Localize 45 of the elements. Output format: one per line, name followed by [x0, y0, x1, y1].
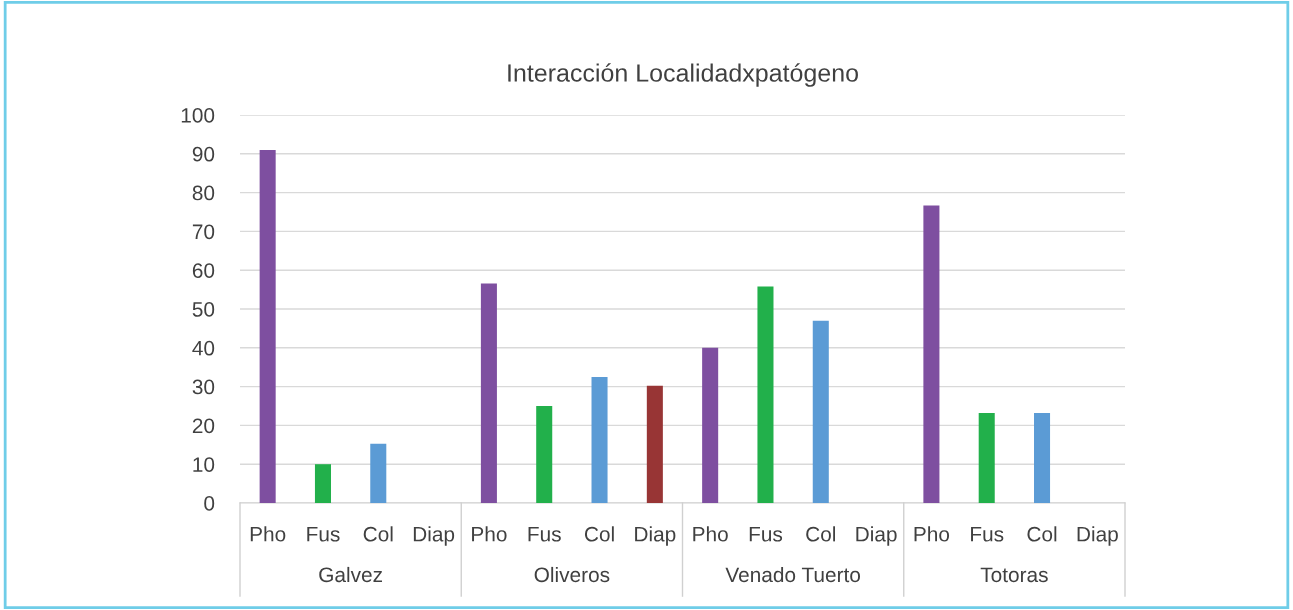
text: Diap [1077, 526, 1118, 546]
bar [480, 283, 497, 503]
series-label: Pho [693, 526, 728, 542]
bar [536, 406, 553, 503]
series-label: Fus [307, 527, 340, 542]
y-tick-label: 100 [181, 108, 215, 123]
x-tick-label: Totoras [980, 567, 1048, 583]
bar [757, 286, 774, 503]
text: Fus [528, 527, 561, 542]
text: Fus [971, 527, 1004, 542]
bar [978, 412, 995, 503]
x-tick-label: Oliveros [534, 566, 610, 583]
bar [812, 320, 829, 503]
y-tick-label: 80 [192, 185, 215, 201]
text: Col [1027, 526, 1057, 542]
bar [591, 376, 608, 503]
y-tick-label: 10 [193, 457, 215, 472]
y-tick-label: 50 [192, 302, 215, 317]
y-tick-label: 20 [192, 418, 215, 434]
x-tick-label: Galvez [319, 566, 383, 583]
x-tick-label: Venado Tuerto [725, 566, 861, 583]
y-tick-label: 30 [192, 379, 215, 395]
bar [923, 205, 940, 503]
text: Pho [250, 526, 286, 542]
y-tick-label: 0 [204, 496, 215, 511]
text: Pho [914, 526, 950, 542]
text: Col [806, 526, 836, 542]
y-tick-label: 40 [192, 340, 215, 356]
chart-title: Interacción Localidadxpatógeno [508, 63, 858, 87]
text: Col [584, 526, 614, 542]
bar [314, 464, 331, 503]
bar [646, 385, 663, 503]
bar [702, 347, 719, 503]
bar [1034, 412, 1051, 503]
y-tick-label: 70 [192, 224, 215, 240]
y-tick-label: 60 [192, 263, 215, 278]
text: Fus [749, 527, 783, 542]
text: Diap [413, 526, 455, 546]
series-label: Diap [635, 526, 676, 546]
text: Pho [472, 526, 507, 542]
y-tick-label: 90 [192, 146, 215, 162]
text: Diap [856, 526, 897, 546]
bar [370, 443, 387, 503]
series-label: Col [363, 526, 393, 542]
bar [259, 149, 276, 503]
